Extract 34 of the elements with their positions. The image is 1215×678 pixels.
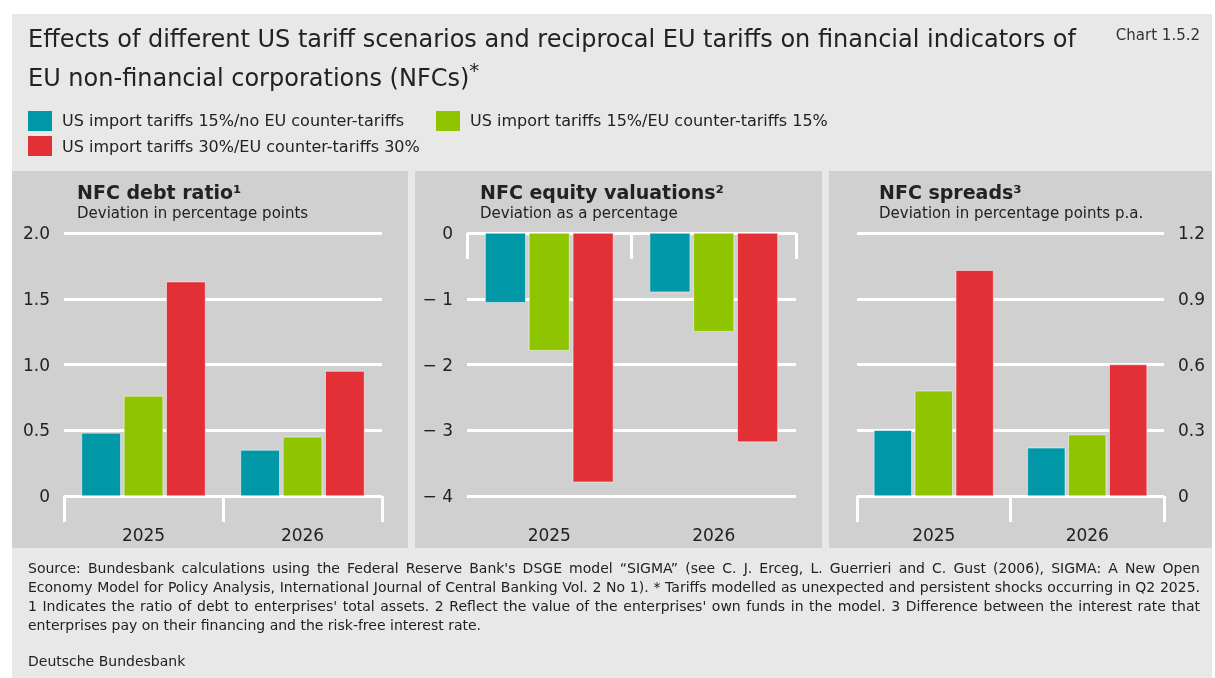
x-tick-label: 2026 — [692, 524, 736, 545]
chart-title: NFC debt ratio¹ — [77, 180, 242, 203]
y-tick-label: 0 — [39, 486, 50, 506]
y2-tick-label: 0.3 — [1178, 420, 1206, 441]
y-tick-label: − 2 — [422, 354, 453, 375]
y2-tick-label: 0.9 — [1178, 288, 1206, 309]
x-tick-label: 2025 — [527, 524, 571, 545]
y-tick-label: 1.0 — [22, 354, 50, 375]
chart-title: NFC equity valuations² — [480, 180, 724, 203]
y-tick-label: − 3 — [422, 420, 453, 441]
y-tick-label: − 4 — [422, 486, 453, 506]
y2-tick-label: 0.6 — [1178, 354, 1206, 375]
y-tick-label: − 1 — [422, 288, 453, 309]
text: Deutsche Bundesbank — [28, 653, 186, 669]
chart-subtitle: Deviation as a percentage — [480, 203, 678, 222]
legend-label: US import tariffs 15%/no EU counter-tariffs — [62, 111, 405, 130]
x-tick-label: 2026 — [280, 524, 325, 545]
y-tick-label: 0.5 — [22, 420, 50, 441]
text: Effects of different US tariff scenarios and reciprocal EU tariffs on financial indicators of EU non-financial corporations (NFCs)$^{*}$ — [28, 24, 1078, 94]
y2-tick-label: 1.2 — [1178, 223, 1206, 243]
x-tick-label: 2026 — [1065, 524, 1109, 545]
x-tick-label: 2025 — [912, 524, 956, 545]
chart-subtitle: Deviation in percentage points p.a. — [879, 203, 1144, 222]
caption: Chart 1.5.2 — [1115, 26, 1200, 44]
legend-label: US import tariffs 30%/EU counter-tariffs 30% — [62, 136, 420, 156]
source-note: Source: Bundesbank calculations using the Federal Reserve Bank's DSGE model “SIGMA” (see C. J. Erceg, L. Guerrieri and C. Gust (2006), SIGMA: A New Open Economy Model for Policy Analysis, International Journal of Central Banking Vol. 2 No 1). * Tariffs modelled as unexpected and persistent shocks occurring in Q2 2025. 1 Indicates the ratio of debt to enterprises' total assets. 2 Reflect the value of the enterprises' own funds in the model. 3 Difference between the interest rate that enterprises pay on their financing and the risk-free interest rate. — [28, 559, 1200, 635]
y-tick-label: 1.5 — [22, 288, 50, 309]
legend-label: US import tariffs 15%/EU counter-tariffs 15% — [470, 111, 828, 130]
y2-tick-label: 0 — [1178, 486, 1189, 506]
x-tick-label: 2025 — [121, 524, 166, 545]
y-tick-label: 2.0 — [22, 223, 50, 243]
y-tick-label: 0 — [442, 223, 453, 243]
chart-title: NFC spreads³ — [879, 180, 1022, 203]
chart-subtitle: Deviation in percentage points — [77, 203, 309, 222]
